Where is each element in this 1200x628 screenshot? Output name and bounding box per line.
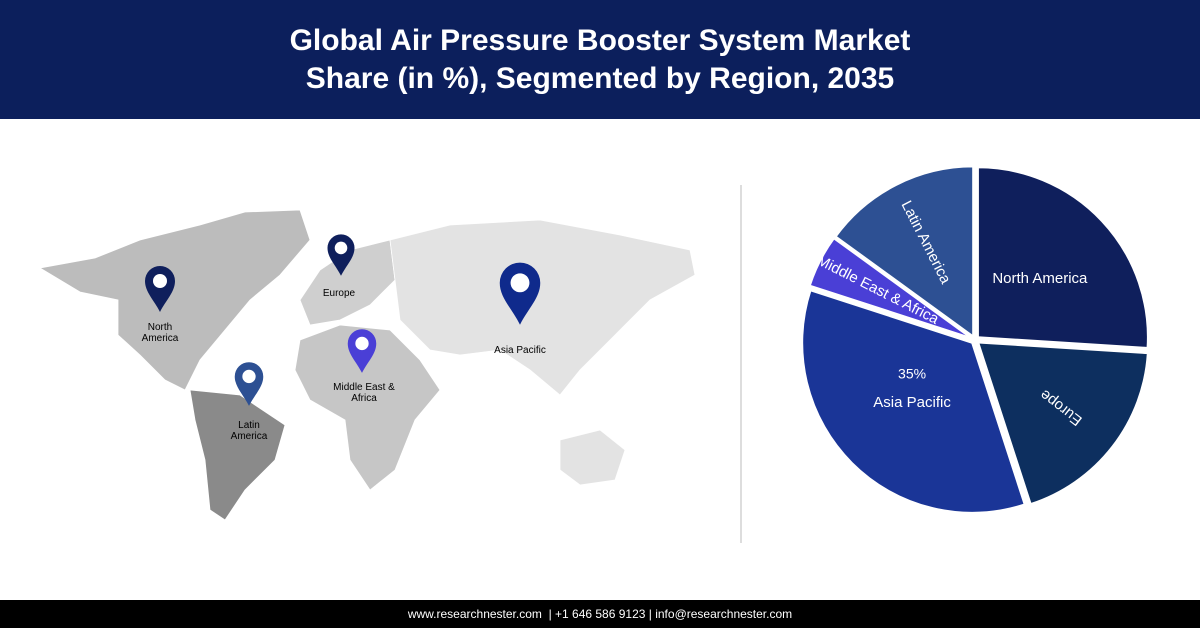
pin-hole [242, 369, 256, 384]
pin-hole [355, 336, 369, 351]
asia [389, 219, 696, 396]
pie-slice [808, 236, 973, 340]
pin-label: Middle East & Africa [333, 382, 395, 404]
south-america [189, 389, 286, 521]
pin-shape [347, 329, 377, 373]
australia [559, 429, 626, 486]
footer: www.researchnester.com | +1 646 586 9123… [0, 600, 1200, 628]
pin-hole [510, 273, 530, 293]
pin-shape [499, 262, 541, 325]
pin-hole [334, 241, 348, 255]
header: Global Air Pressure Booster System Marke… [0, 0, 1200, 119]
africa [294, 324, 441, 491]
pin-shape [145, 266, 175, 312]
pie-slice [976, 166, 1149, 349]
map-pin [499, 262, 541, 325]
value-label: 35% [898, 366, 926, 382]
pin-shape [327, 234, 355, 276]
pin-shape [234, 362, 264, 406]
north-america [38, 209, 311, 391]
pie-slice [834, 165, 975, 339]
pie-slice [976, 341, 1149, 506]
pin-label: Europe [322, 288, 356, 299]
chart-title: Global Air Pressure Booster System Marke… [289, 23, 911, 95]
slice-label: Asia Pacific [873, 394, 951, 411]
map-pin [327, 234, 355, 276]
world-map [38, 209, 696, 521]
pin-label: North America [141, 322, 179, 344]
map-pin [145, 266, 175, 312]
pin-label: Latin America [230, 420, 268, 442]
slice-label: North America [992, 270, 1088, 287]
pin-label: Asia Pacific [494, 345, 546, 356]
map-pin [347, 329, 377, 373]
pie-slice [801, 289, 1026, 514]
pin-hole [153, 274, 167, 288]
map-pin [234, 362, 264, 406]
